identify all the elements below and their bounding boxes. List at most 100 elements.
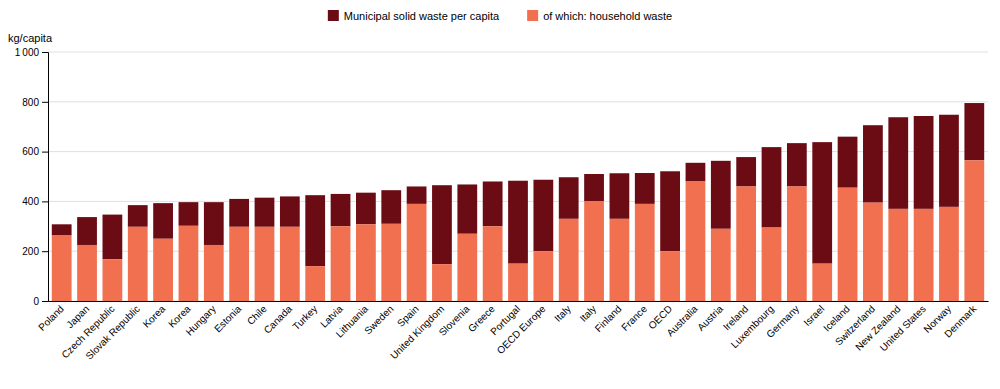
- bar: [483, 181, 503, 226]
- bar: [128, 205, 148, 227]
- bar: [736, 186, 756, 301]
- grid-line: [48, 52, 988, 53]
- tick-label: Denmark: [942, 302, 979, 339]
- legend-swatch: [328, 10, 339, 21]
- bar: [736, 157, 756, 186]
- bar: [103, 215, 123, 260]
- bar: [204, 245, 224, 301]
- tick: Canada: [262, 303, 295, 336]
- tick: Lithuania: [334, 303, 371, 340]
- tick: Australia: [664, 303, 700, 339]
- tick: 400: [22, 196, 48, 207]
- bar: [660, 251, 680, 301]
- plot: 02004006008001 000PolandJapanCzech Repub…: [15, 47, 989, 362]
- tick-label: Estonia: [212, 303, 244, 335]
- legend-item: of which: household waste: [527, 10, 672, 22]
- bar: [711, 161, 731, 229]
- tick-mark: [42, 251, 48, 252]
- bar: [863, 125, 883, 202]
- bar: [508, 264, 528, 301]
- bar: [533, 251, 553, 301]
- grid-line: [48, 101, 988, 102]
- bar: [838, 188, 858, 301]
- tick: Sweden: [362, 303, 395, 336]
- bar: [762, 228, 782, 301]
- tick: 200: [22, 246, 48, 257]
- tick-label: Slovak Republic: [83, 303, 141, 361]
- tick: Estonia: [212, 303, 244, 335]
- tick-label: Poland: [36, 303, 66, 333]
- bar: [331, 226, 351, 301]
- tick: Slovenia: [437, 303, 472, 338]
- series: [52, 160, 984, 301]
- tick-label: United States: [878, 303, 928, 353]
- tick: Slovak Republic: [83, 303, 141, 361]
- bar: [939, 115, 959, 207]
- tick: Finland: [593, 303, 624, 334]
- bars: [52, 103, 984, 301]
- tick-label: Lithuania: [334, 303, 371, 340]
- tick-label: Italy: [552, 303, 573, 324]
- legend: Municipal solid waste per capita of which…: [328, 10, 672, 22]
- tick-label: Turkey: [290, 303, 319, 332]
- bar: [77, 245, 97, 301]
- bar: [407, 186, 427, 203]
- tick: Italy: [578, 303, 599, 324]
- bar: [686, 163, 706, 182]
- tick-label: Sweden: [362, 303, 395, 336]
- tick: 600: [22, 146, 48, 157]
- bar: [863, 203, 883, 301]
- bar: [964, 160, 984, 301]
- legend-label: of which: household waste: [543, 10, 672, 22]
- bar: [229, 227, 249, 301]
- tick-mark: [42, 201, 48, 202]
- bar: [280, 227, 300, 301]
- tick-label: 800: [22, 97, 39, 108]
- tick-mark: [42, 152, 48, 153]
- tick: 1 000: [15, 47, 48, 58]
- tick-label: Slovenia: [437, 303, 472, 338]
- bar: [381, 224, 401, 301]
- y-axis: 0 200 400 600 800 1 000: [15, 47, 49, 307]
- bar: [533, 180, 553, 251]
- tick: Hungary: [184, 303, 219, 338]
- tick-mark: [42, 301, 48, 302]
- tick: OECD Europe: [495, 303, 548, 356]
- bar: [888, 117, 908, 209]
- bar: [838, 137, 858, 188]
- legend-label: Municipal solid waste per capita: [344, 10, 500, 22]
- bar: [229, 199, 249, 227]
- tick-label: 0: [33, 296, 39, 307]
- bar: [964, 103, 984, 160]
- bar: [153, 203, 173, 239]
- tick: 800: [22, 97, 48, 108]
- legend-item: Municipal solid waste per capita: [328, 10, 500, 22]
- bar: [584, 174, 604, 201]
- bar: [914, 116, 934, 209]
- bar: [787, 186, 807, 301]
- bar: [457, 184, 477, 233]
- bar: [331, 194, 351, 226]
- tick-label: Australia: [664, 303, 700, 339]
- bar: [559, 219, 579, 301]
- bar: [153, 239, 173, 301]
- bar: [635, 204, 655, 301]
- tick-label: Finland: [593, 303, 624, 334]
- bar: [610, 219, 630, 301]
- bar: [52, 236, 72, 301]
- bar: [305, 266, 325, 301]
- tick-mark: [42, 102, 48, 103]
- bar: [584, 201, 604, 301]
- tick: Denmark: [942, 302, 979, 339]
- bar: [52, 224, 72, 235]
- bar: [635, 173, 655, 204]
- legend-swatch: [527, 10, 538, 21]
- tick-mark: [42, 52, 48, 53]
- bar: [179, 202, 199, 226]
- tick: Italy: [552, 303, 573, 324]
- tick: France: [619, 303, 649, 333]
- bar: [280, 196, 300, 226]
- bar: [457, 234, 477, 301]
- tick-label: Italy: [578, 303, 599, 324]
- bar: [483, 226, 503, 301]
